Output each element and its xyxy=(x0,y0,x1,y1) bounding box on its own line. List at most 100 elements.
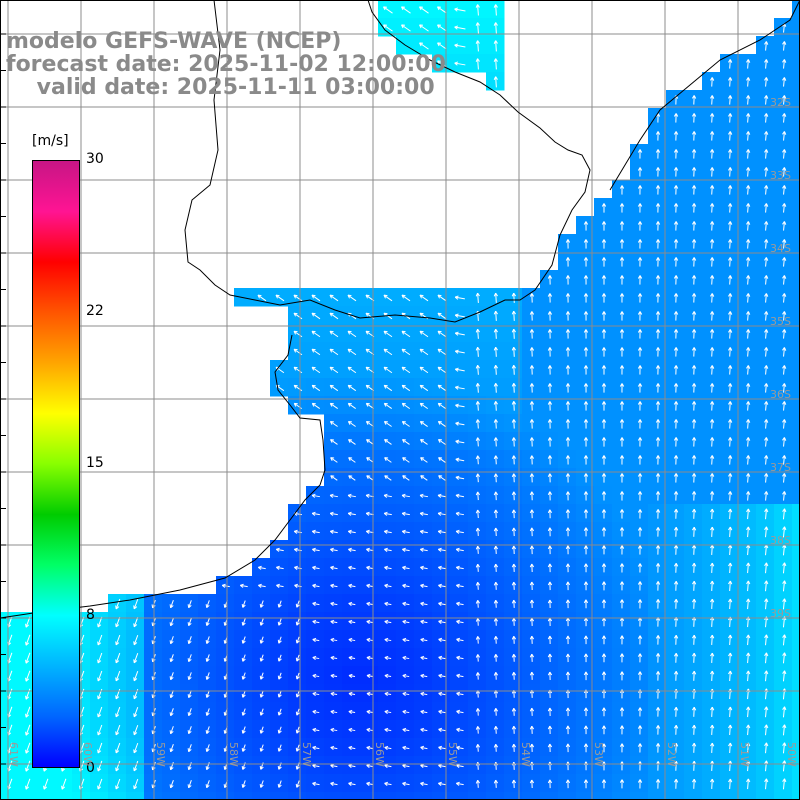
wind-arrow xyxy=(348,583,356,588)
wind-arrow xyxy=(547,473,553,483)
wind-arrow xyxy=(438,565,446,570)
wind-arrow xyxy=(673,347,679,357)
wind-arrow xyxy=(366,439,374,445)
wind-arrow xyxy=(691,239,697,249)
wind-arrow xyxy=(402,709,410,715)
wind-arrow xyxy=(221,583,230,588)
wind-arrow xyxy=(454,7,466,12)
wind-arrow xyxy=(673,239,679,249)
wind-arrow xyxy=(601,635,607,645)
wind-arrow xyxy=(437,529,446,534)
wind-arrow xyxy=(455,367,465,372)
wind-arrow xyxy=(295,690,300,698)
wind-arrow xyxy=(710,634,715,645)
wind-arrow xyxy=(764,491,769,501)
wind-arrow xyxy=(601,599,607,609)
wind-arrow xyxy=(402,691,410,697)
wind-arrow xyxy=(348,745,356,750)
wind-arrow xyxy=(547,725,553,735)
wind-arrow xyxy=(205,636,210,644)
wind-arrow xyxy=(529,491,535,501)
wind-arrow xyxy=(637,635,643,645)
wind-arrow xyxy=(493,22,498,34)
wind-arrow xyxy=(493,4,498,16)
wind-arrow xyxy=(583,347,589,357)
wind-arrow xyxy=(277,636,282,644)
wind-arrow xyxy=(565,473,571,483)
wind-arrow xyxy=(437,294,447,302)
wind-arrow xyxy=(419,420,428,427)
wind-arrow xyxy=(709,311,715,321)
wind-arrow xyxy=(529,779,535,789)
wind-arrow xyxy=(601,545,607,555)
wind-arrow xyxy=(709,329,715,339)
wind-arrow xyxy=(511,707,517,716)
wind-arrow xyxy=(493,563,499,572)
wind-arrow xyxy=(619,311,625,321)
wind-arrow xyxy=(728,634,733,646)
wind-arrow xyxy=(583,221,589,231)
wind-arrow xyxy=(475,654,481,662)
wind-arrow xyxy=(764,437,769,447)
wind-arrow xyxy=(601,671,607,681)
wind-arrow xyxy=(782,778,787,790)
wind-arrow xyxy=(401,294,411,302)
lon-label: 57W xyxy=(300,742,313,767)
wind-arrow xyxy=(475,328,480,339)
wind-arrow xyxy=(655,131,661,141)
wind-arrow xyxy=(710,598,715,609)
lat-label: 32S xyxy=(770,96,791,109)
wind-arrow xyxy=(673,365,679,375)
wind-arrow xyxy=(619,635,625,645)
wind-arrow xyxy=(691,275,697,285)
wind-arrow xyxy=(493,437,499,447)
wind-arrow xyxy=(187,654,192,663)
wind-arrow xyxy=(365,529,374,534)
wind-arrow xyxy=(187,780,192,789)
wind-arrow xyxy=(601,509,607,519)
wind-arrow xyxy=(728,580,733,592)
wind-arrow xyxy=(601,581,607,591)
wind-arrow xyxy=(438,475,446,481)
wind-arrow xyxy=(311,402,320,410)
wind-arrow xyxy=(673,473,679,483)
wind-arrow xyxy=(330,781,338,786)
wind-arrow xyxy=(420,727,428,732)
wind-arrow xyxy=(511,545,517,555)
wind-arrow xyxy=(691,131,697,141)
wind-arrow xyxy=(782,221,787,231)
wind-arrow xyxy=(97,742,103,754)
wind-arrow xyxy=(419,42,429,50)
wind-arrow xyxy=(419,330,429,338)
wind-arrow xyxy=(655,221,661,231)
wind-arrow xyxy=(169,779,174,789)
colorbar-tick: 0 xyxy=(86,760,95,776)
wind-arrow xyxy=(619,725,625,735)
wind-arrow xyxy=(529,563,535,573)
wind-arrow xyxy=(565,383,571,393)
wind-arrow xyxy=(529,671,535,680)
wind-arrow xyxy=(782,257,787,267)
wind-arrow xyxy=(493,491,499,501)
wind-arrow xyxy=(455,493,465,498)
wind-arrow xyxy=(637,365,643,375)
wind-arrow xyxy=(133,653,139,664)
wind-arrow xyxy=(277,600,282,608)
wind-arrow xyxy=(419,384,429,392)
wind-arrow xyxy=(547,347,553,357)
wind-arrow xyxy=(583,365,589,375)
wind-arrow xyxy=(456,673,464,678)
wind-arrow xyxy=(728,670,733,682)
wind-arrow xyxy=(133,778,139,790)
wind-arrow xyxy=(347,493,356,498)
wind-arrow xyxy=(420,439,428,445)
wind-arrow xyxy=(454,331,465,336)
wind-arrow xyxy=(187,690,192,699)
wind-arrow xyxy=(438,691,446,696)
wind-arrow xyxy=(330,673,338,679)
wind-arrow xyxy=(547,635,553,644)
wind-arrow xyxy=(728,491,733,501)
wind-arrow xyxy=(419,511,428,516)
wind-arrow xyxy=(583,509,589,519)
wind-arrow xyxy=(637,311,643,321)
